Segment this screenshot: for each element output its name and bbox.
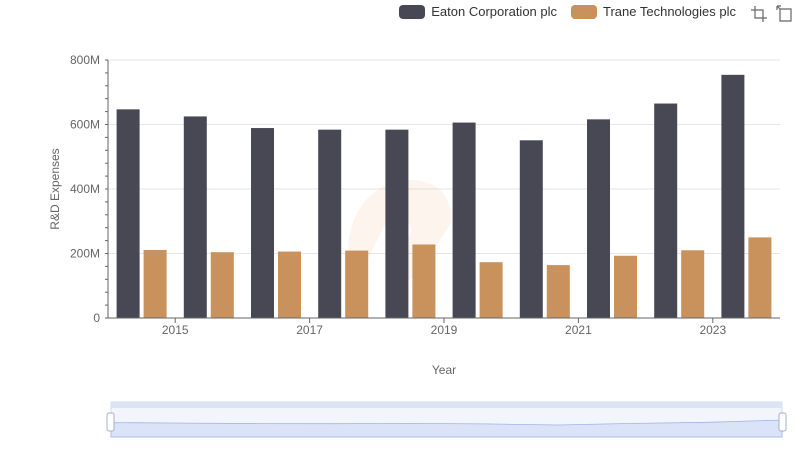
- bar-trane-2018[interactable]: [412, 244, 436, 318]
- x-axis-label: Year: [432, 363, 456, 377]
- y-axis-label: R&D Expenses: [48, 148, 62, 229]
- data-zoom-handle-right[interactable]: [778, 412, 787, 432]
- restore-icon[interactable]: [776, 5, 794, 23]
- chart-toolbar: [750, 5, 794, 23]
- legend-item-eaton[interactable]: Eaton Corporation plc: [399, 4, 557, 19]
- bar-trane-2023[interactable]: [748, 237, 772, 318]
- y-tick-label: 800M: [70, 53, 100, 67]
- bar-trane-2022[interactable]: [681, 250, 705, 318]
- legend-item-trane[interactable]: Trane Technologies plc: [571, 4, 736, 19]
- bar-trane-2017[interactable]: [345, 250, 369, 318]
- bar-eaton-2023[interactable]: [721, 74, 745, 319]
- x-tick-label: 2017: [296, 323, 323, 337]
- bar-trane-2015[interactable]: [210, 252, 234, 318]
- bar-eaton-2021[interactable]: [587, 119, 610, 318]
- data-zoom-top-bar[interactable]: [111, 402, 782, 408]
- bar-eaton-2015[interactable]: [183, 116, 207, 318]
- bar-eaton-2019[interactable]: [452, 122, 476, 318]
- axes: 0 200M 400M 600M 800M 2015 2017 2019 2021 2023: [70, 53, 780, 337]
- data-zoom-handle-left[interactable]: [106, 412, 115, 432]
- bar-eaton-2014[interactable]: [116, 109, 140, 318]
- x-tick-label: 2021: [565, 323, 592, 337]
- bar-eaton-2017[interactable]: [318, 129, 342, 318]
- bar-eaton-2016[interactable]: [251, 128, 274, 318]
- bar-trane-2016[interactable]: [278, 251, 301, 318]
- legend-label-eaton: Eaton Corporation plc: [431, 4, 558, 19]
- legend-label-trane: Trane Technologies plc: [603, 4, 736, 19]
- zoom-select-icon[interactable]: [750, 5, 768, 23]
- y-tick-label: 0: [93, 311, 100, 325]
- data-zoom-slider[interactable]: [106, 401, 787, 438]
- bar-trane-2020[interactable]: [546, 265, 570, 318]
- x-tick-label: 2019: [431, 323, 458, 337]
- y-tick-label: 400M: [70, 182, 100, 196]
- x-tick-label: 2023: [699, 323, 726, 337]
- bar-trane-2014[interactable]: [143, 249, 167, 318]
- bar-trane-2019[interactable]: [479, 262, 503, 318]
- legend-swatch-trane: [571, 4, 598, 19]
- bar-eaton-2018[interactable]: [385, 129, 409, 318]
- y-tick-label: 200M: [70, 247, 100, 261]
- bar-eaton-2020[interactable]: [519, 140, 543, 318]
- y-tick-label: 600M: [70, 118, 100, 132]
- legend: Eaton Corporation plc Trane Technologies…: [399, 4, 736, 19]
- bar-trane-2021[interactable]: [614, 255, 637, 318]
- bar-eaton-2022[interactable]: [654, 103, 678, 318]
- legend-swatch-eaton: [399, 4, 426, 19]
- x-tick-label: 2015: [162, 323, 189, 337]
- bars: [116, 74, 772, 319]
